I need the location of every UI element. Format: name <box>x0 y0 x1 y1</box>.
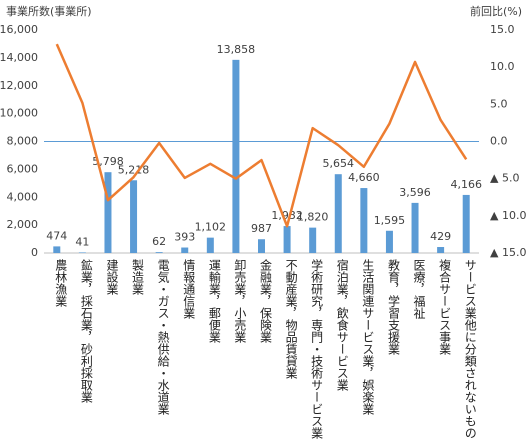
x-tick-label: 医療，福祉 <box>412 259 426 320</box>
bar <box>411 202 419 253</box>
x-tick-label: サービス業他に分類されないもの <box>463 259 477 439</box>
x-tick-label: 複合サービス事業 <box>438 258 452 355</box>
value-label: 1,932 <box>271 209 303 222</box>
bar <box>462 194 470 253</box>
y2-tick-label: ▲ 15.0 <box>490 246 526 259</box>
bar <box>155 252 163 253</box>
value-label: 4,166 <box>450 178 482 191</box>
y2-tick-label: ▲ 10.0 <box>490 209 526 222</box>
y-tick-label: 16,000 <box>0 23 38 36</box>
bar <box>258 239 265 253</box>
y-tick-label: 2,000 <box>7 218 39 231</box>
bar <box>360 188 368 253</box>
x-tick-label: 運輸業，郵便業 <box>207 259 221 343</box>
y2-tick-label: 0.0 <box>490 135 508 148</box>
bar <box>206 237 214 253</box>
bar <box>53 246 61 253</box>
value-label: 429 <box>430 230 451 243</box>
value-label: 1,820 <box>297 211 329 224</box>
x-tick-label: 農林漁業 <box>54 259 68 307</box>
bar <box>283 226 291 253</box>
bar <box>437 247 445 253</box>
y2-tick-label: 10.0 <box>490 60 515 73</box>
bar <box>78 252 86 253</box>
y-tick-label: 12,000 <box>0 79 38 92</box>
value-label: 987 <box>251 222 272 235</box>
line <box>55 43 468 228</box>
x-tick-label: 宿泊業，飲食サービス業 <box>335 258 349 391</box>
x-tick-label: 生活関連サービス業，娯楽業 <box>361 259 375 415</box>
value-label: 13,858 <box>217 43 256 56</box>
bar <box>104 172 112 253</box>
value-label: 4,660 <box>348 171 380 184</box>
y2-tick-label: 15.0 <box>490 23 515 36</box>
value-label: 5,654 <box>323 157 355 170</box>
y-tick-label: 0 <box>31 246 38 259</box>
bar <box>334 174 342 253</box>
value-label: 62 <box>152 235 166 248</box>
x-tick-label: 建設業 <box>105 259 119 295</box>
y2-tick-label: 5.0 <box>490 97 508 110</box>
y-tick-label: 4,000 <box>7 190 39 203</box>
x-tick-label: 学術研究，専門・技術サービス業 <box>310 258 324 439</box>
value-label: 1,595 <box>374 214 406 227</box>
value-label: 1,102 <box>195 221 227 234</box>
bar <box>385 230 393 253</box>
value-label: 474 <box>46 229 67 242</box>
x-tick-label: 情報通信業 <box>182 259 196 319</box>
y-tick-label: 10,000 <box>0 107 38 120</box>
bar <box>232 59 240 253</box>
bar <box>309 227 317 253</box>
y-tick-label: 14,000 <box>0 51 38 64</box>
bar <box>181 247 189 253</box>
value-label: 5,798 <box>92 155 124 168</box>
x-tick-label: 金融業，保険業 <box>259 258 273 343</box>
x-tick-label: 製造業 <box>131 259 145 295</box>
y-tick-label: 8,000 <box>7 135 39 148</box>
bar <box>130 180 138 253</box>
value-label: 5,218 <box>118 163 150 176</box>
x-tick-label: 電気・ガス・熱供給・水道業 <box>156 259 170 415</box>
value-label: 393 <box>174 231 195 244</box>
y2-axis-title: 前回比(%) <box>470 4 522 18</box>
y-axis-title: 事業所数(事業所) <box>6 5 92 18</box>
x-tick-label: 鉱業，採石業，砂利採取業 <box>79 258 93 403</box>
y-tick-label: 6,000 <box>7 162 39 175</box>
x-tick-label: 教育，学習支援業 <box>386 258 400 355</box>
x-tick-label: 不動産業，物品賃貸業 <box>284 259 298 379</box>
x-tick-label: 卸売業，小売業 <box>233 258 247 343</box>
y2-tick-label: ▲ 5.0 <box>490 172 519 185</box>
value-label: 41 <box>75 235 89 248</box>
value-label: 3,596 <box>399 186 431 199</box>
